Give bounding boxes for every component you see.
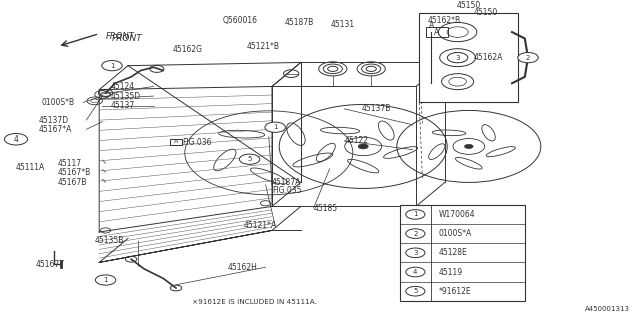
- Text: 45162H: 45162H: [227, 263, 257, 272]
- Circle shape: [102, 60, 122, 71]
- Text: 45122: 45122: [344, 136, 369, 145]
- Text: 1: 1: [103, 277, 108, 283]
- Text: 45162G: 45162G: [173, 45, 203, 54]
- Text: 45167*A: 45167*A: [38, 125, 72, 134]
- Text: 1: 1: [413, 212, 418, 217]
- Text: A: A: [429, 21, 434, 30]
- Text: 45150: 45150: [474, 8, 498, 17]
- Text: 45187A: 45187A: [272, 178, 301, 187]
- Text: 45131: 45131: [331, 20, 355, 28]
- Text: 45137D: 45137D: [38, 116, 68, 124]
- Bar: [400, 205, 525, 301]
- Text: FRONT: FRONT: [106, 32, 134, 41]
- Bar: [419, 13, 518, 102]
- Circle shape: [265, 122, 285, 132]
- Circle shape: [447, 52, 468, 63]
- Text: 4: 4: [413, 269, 417, 275]
- Text: 4: 4: [13, 135, 19, 144]
- Text: 0100S*B: 0100S*B: [42, 98, 75, 107]
- Bar: [170, 139, 182, 145]
- Circle shape: [239, 154, 260, 164]
- Text: ×91612E IS INCLUDED IN 45111A.: ×91612E IS INCLUDED IN 45111A.: [192, 300, 317, 305]
- Text: 1: 1: [109, 63, 115, 69]
- Text: 45137: 45137: [111, 101, 135, 110]
- Text: 45119: 45119: [438, 268, 463, 276]
- Text: 45187B: 45187B: [285, 18, 314, 27]
- Text: Q560016: Q560016: [223, 16, 258, 25]
- Text: 5: 5: [248, 156, 252, 162]
- Text: A: A: [174, 139, 178, 144]
- Text: 45124: 45124: [111, 82, 135, 91]
- Text: 45162A: 45162A: [474, 53, 503, 62]
- Text: 45167*B: 45167*B: [58, 168, 91, 177]
- Text: W170064: W170064: [438, 210, 475, 219]
- Circle shape: [95, 275, 116, 285]
- Text: A450001313: A450001313: [586, 306, 630, 312]
- Circle shape: [465, 144, 473, 148]
- Text: FIG.036: FIG.036: [182, 138, 212, 147]
- Text: 45185: 45185: [314, 204, 338, 212]
- Text: 0100S*A: 0100S*A: [438, 229, 472, 238]
- Text: 3: 3: [455, 55, 460, 61]
- Text: 2: 2: [526, 55, 530, 61]
- Text: 45111A: 45111A: [16, 163, 45, 172]
- Text: 45121*A: 45121*A: [243, 221, 276, 230]
- Text: 3: 3: [413, 250, 418, 256]
- Circle shape: [406, 286, 425, 296]
- Text: 2: 2: [413, 231, 417, 236]
- Text: 5: 5: [413, 288, 417, 294]
- Circle shape: [406, 248, 425, 258]
- Circle shape: [358, 144, 368, 149]
- Text: 45117: 45117: [58, 159, 82, 168]
- Circle shape: [406, 210, 425, 219]
- Text: 45135D: 45135D: [111, 92, 141, 100]
- Circle shape: [406, 267, 425, 277]
- Text: 45121*B: 45121*B: [246, 42, 280, 51]
- Text: 45162*B: 45162*B: [428, 16, 461, 25]
- Text: 45128E: 45128E: [438, 248, 467, 257]
- Circle shape: [406, 229, 425, 238]
- Text: FIG.035: FIG.035: [272, 186, 301, 195]
- Text: A: A: [434, 28, 439, 36]
- Text: 45137B: 45137B: [362, 104, 391, 113]
- Text: 45135B: 45135B: [95, 236, 124, 245]
- Bar: [426, 27, 448, 37]
- Circle shape: [518, 52, 538, 63]
- Text: 45167B: 45167B: [58, 178, 87, 187]
- Text: FRONT: FRONT: [112, 34, 143, 43]
- Text: 45167Y: 45167Y: [35, 260, 64, 268]
- Text: 45150: 45150: [457, 1, 481, 10]
- Circle shape: [4, 133, 28, 145]
- Text: 1: 1: [273, 124, 278, 130]
- Text: *91612E: *91612E: [438, 287, 471, 296]
